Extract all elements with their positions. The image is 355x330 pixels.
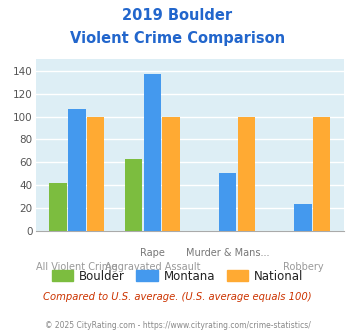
Text: Robbery: Robbery <box>283 262 323 272</box>
Bar <box>163 116 180 231</box>
Bar <box>125 159 142 231</box>
Bar <box>49 183 67 231</box>
Text: Violent Crime Comparison: Violent Crime Comparison <box>70 31 285 46</box>
Bar <box>238 116 255 231</box>
Text: © 2025 CityRating.com - https://www.cityrating.com/crime-statistics/: © 2025 CityRating.com - https://www.city… <box>45 321 310 330</box>
Text: Compared to U.S. average. (U.S. average equals 100): Compared to U.S. average. (U.S. average … <box>43 292 312 302</box>
Bar <box>87 116 104 231</box>
Text: 2019 Boulder: 2019 Boulder <box>122 8 233 23</box>
Text: Aggravated Assault: Aggravated Assault <box>104 262 200 272</box>
Bar <box>313 116 331 231</box>
Bar <box>68 109 86 231</box>
Bar <box>219 173 236 231</box>
Text: All Violent Crime: All Violent Crime <box>36 262 118 272</box>
Text: Murder & Mans...: Murder & Mans... <box>186 248 269 258</box>
Text: Rape: Rape <box>140 248 165 258</box>
Bar <box>144 74 161 231</box>
Bar <box>294 204 312 231</box>
Legend: Boulder, Montana, National: Boulder, Montana, National <box>47 265 308 287</box>
